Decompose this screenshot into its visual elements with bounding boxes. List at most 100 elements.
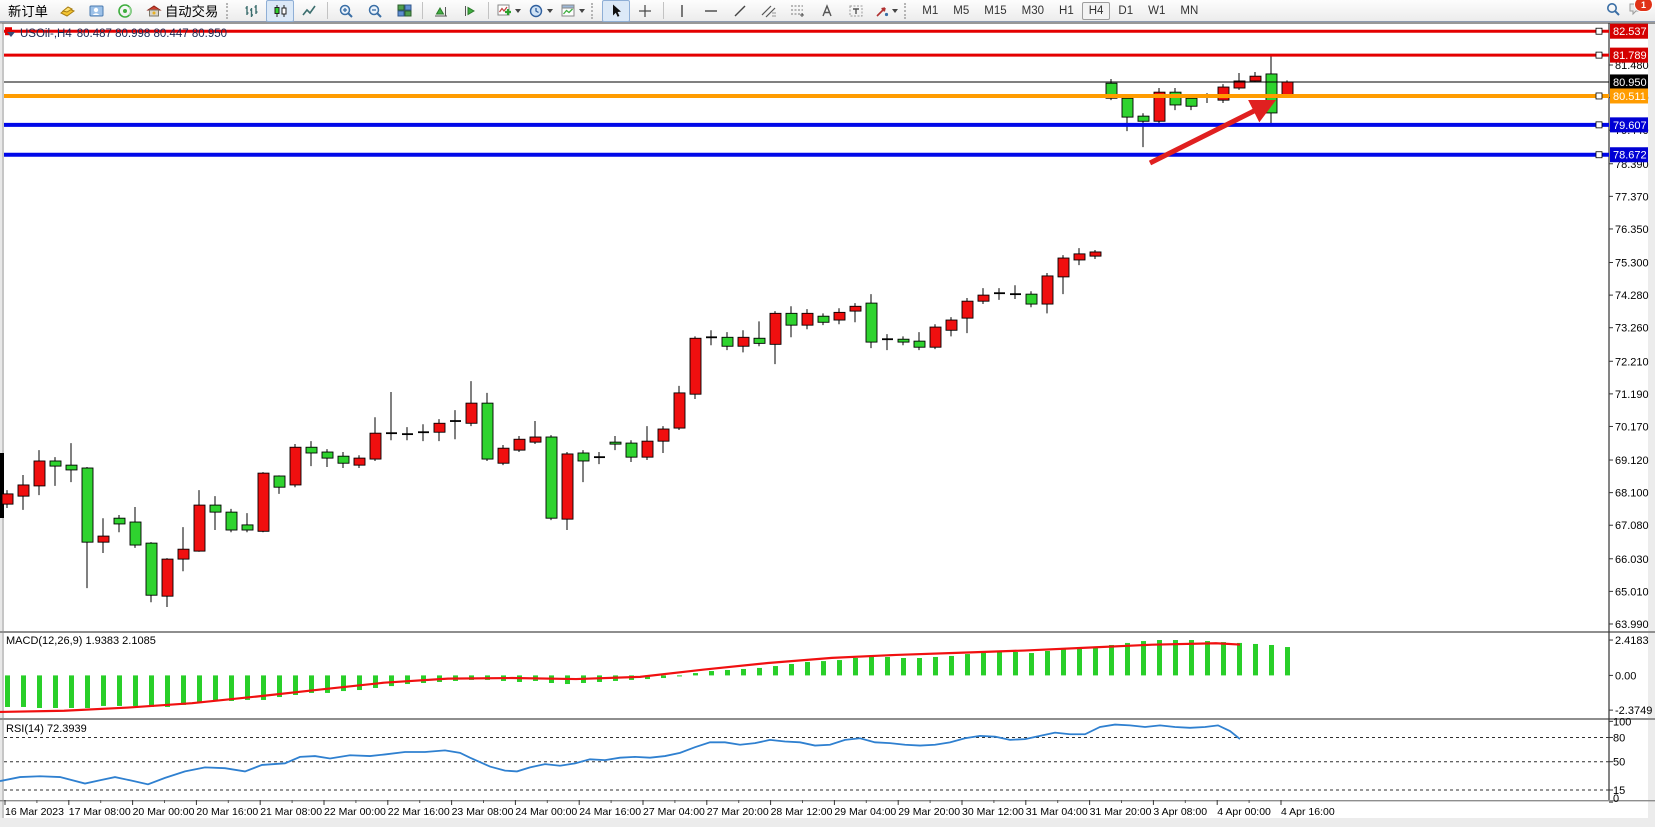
toolbar-separator (663, 2, 665, 19)
chart-symbol-period: USOil-,H4 (20, 28, 72, 40)
signal-icon[interactable] (112, 0, 140, 22)
line-chart-icon[interactable] (295, 0, 323, 22)
toolbar-separator (488, 2, 490, 19)
arrows-icon[interactable] (871, 0, 901, 22)
svg-text:31 Mar 04:00: 31 Mar 04:00 (1026, 806, 1088, 818)
timeframe-m15[interactable]: M15 (977, 2, 1013, 20)
svg-text:80: 80 (1613, 732, 1625, 744)
svg-text:4 Apr 16:00: 4 Apr 16:00 (1281, 806, 1335, 818)
toolbar: 新订单 自动交易 (0, 0, 1655, 22)
svg-text:29 Mar 20:00: 29 Mar 20:00 (898, 806, 960, 818)
svg-text:20 Mar 16:00: 20 Mar 16:00 (196, 806, 258, 818)
chart-ohlc-values: 80.487 80.998 80.447 80.950 (76, 28, 228, 40)
horizontal-line-icon[interactable] (697, 0, 725, 22)
svg-text:75.300: 75.300 (1615, 258, 1649, 270)
accounts-icon[interactable] (83, 0, 111, 22)
svg-text:72.210: 72.210 (1615, 356, 1649, 368)
svg-text:4 Apr 00:00: 4 Apr 00:00 (1217, 806, 1271, 818)
timeframe-m1[interactable]: M1 (915, 2, 945, 20)
zoom-out-icon[interactable] (361, 0, 389, 22)
dropdown-caret-icon (892, 8, 899, 13)
svg-text:70.170: 70.170 (1615, 421, 1649, 433)
svg-text:69.120: 69.120 (1615, 455, 1649, 467)
dropdown-caret-icon (579, 8, 586, 13)
svg-text:17 Mar 08:00: 17 Mar 08:00 (69, 806, 131, 818)
svg-text:16 Mar 2023: 16 Mar 2023 (5, 806, 64, 818)
timeframe-w1[interactable]: W1 (1141, 2, 1172, 20)
svg-text:15: 15 (1613, 785, 1625, 797)
svg-text:68.100: 68.100 (1615, 488, 1649, 500)
svg-text:29 Mar 04:00: 29 Mar 04:00 (834, 806, 896, 818)
svg-text:63.990: 63.990 (1615, 619, 1649, 631)
vertical-line-icon[interactable] (668, 0, 696, 22)
svg-text:0: 0 (1613, 793, 1619, 805)
timeframe-m5[interactable]: M5 (946, 2, 976, 20)
toolbar-grip (904, 2, 910, 19)
rsi-label: RSI(14) 72.3939 (6, 723, 87, 735)
auto-scroll-icon[interactable] (427, 0, 455, 22)
svg-text:50: 50 (1613, 757, 1625, 769)
macd-label: MACD(12,26,9) 1.9383 2.1085 (6, 635, 156, 647)
timeframe-d1[interactable]: D1 (1111, 2, 1140, 20)
svg-text:73.260: 73.260 (1615, 323, 1649, 335)
autotrade-button[interactable]: 自动交易 (141, 1, 223, 21)
svg-text:21 Mar 08:00: 21 Mar 08:00 (260, 806, 322, 818)
svg-text:81.789: 81.789 (1613, 50, 1647, 62)
candlestick-chart-icon[interactable] (266, 0, 295, 22)
search-icon[interactable] (1605, 1, 1622, 20)
svg-text:81.480: 81.480 (1615, 60, 1649, 72)
timeframe-m30[interactable]: M30 (1015, 2, 1051, 20)
dropdown-caret-icon (547, 8, 554, 13)
autotrade-label: 自动交易 (164, 4, 219, 19)
svg-text:27 Mar 04:00: 27 Mar 04:00 (643, 806, 705, 818)
svg-text:66.030: 66.030 (1615, 554, 1649, 566)
svg-text:82.537: 82.537 (1613, 26, 1647, 38)
zoom-in-icon[interactable] (332, 0, 360, 22)
svg-text:24 Mar 16:00: 24 Mar 16:00 (579, 806, 641, 818)
text-icon[interactable] (813, 0, 841, 22)
svg-text:65.010: 65.010 (1615, 586, 1649, 598)
svg-text:100: 100 (1613, 716, 1631, 728)
periods-icon[interactable] (525, 0, 556, 22)
text-label-icon[interactable] (842, 0, 870, 22)
svg-text:27 Mar 20:00: 27 Mar 20:00 (707, 806, 769, 818)
svg-text:2.4183: 2.4183 (1615, 635, 1649, 647)
bar-chart-icon[interactable] (237, 0, 265, 22)
svg-text:30 Mar 12:00: 30 Mar 12:00 (962, 806, 1024, 818)
chart-shift-icon[interactable] (456, 0, 484, 22)
trendline-icon[interactable] (726, 0, 754, 22)
toolbar-grip (591, 2, 597, 19)
toolbar-separator (327, 2, 329, 19)
svg-text:22 Mar 00:00: 22 Mar 00:00 (324, 806, 386, 818)
svg-text:31 Mar 20:00: 31 Mar 20:00 (1090, 806, 1152, 818)
crosshair-icon[interactable] (631, 0, 659, 22)
chart-collapse-icon[interactable] (7, 31, 15, 37)
chart-title: USOil-,H4 80.487 80.998 80.447 80.950 (7, 28, 227, 40)
price-chart-canvas[interactable]: 81.48080.46079.44078.39077.37076.35075.3… (0, 22, 1655, 827)
svg-text:28 Mar 12:00: 28 Mar 12:00 (771, 806, 833, 818)
tile-windows-icon[interactable] (390, 0, 418, 22)
svg-text:24 Mar 00:00: 24 Mar 00:00 (515, 806, 577, 818)
svg-text:78.672: 78.672 (1613, 150, 1647, 162)
timeframe-mn[interactable]: MN (1173, 2, 1205, 20)
svg-text:20 Mar 00:00: 20 Mar 00:00 (133, 806, 195, 818)
equidistant-channel-icon[interactable] (755, 0, 783, 22)
svg-text:0.00: 0.00 (1615, 670, 1636, 682)
notification-badge: 1 (1634, 0, 1653, 12)
svg-text:67.080: 67.080 (1615, 520, 1649, 532)
chart-window: 81.48080.46079.44078.39077.37076.35075.3… (0, 22, 1655, 827)
templates-icon[interactable] (557, 0, 588, 22)
svg-text:-2.3749: -2.3749 (1615, 705, 1652, 717)
new-order-button[interactable]: 新订单 (3, 1, 53, 21)
chat-icon[interactable]: 1 (1628, 0, 1653, 20)
svg-text:77.370: 77.370 (1615, 191, 1649, 203)
gold-icon[interactable] (54, 0, 82, 22)
dropdown-caret-icon (515, 8, 522, 13)
timeframe-h1[interactable]: H1 (1052, 2, 1081, 20)
svg-text:76.350: 76.350 (1615, 224, 1649, 236)
cursor-icon[interactable] (602, 0, 631, 22)
fibonacci-icon[interactable] (784, 0, 812, 22)
timeframe-h4[interactable]: H4 (1081, 1, 1111, 20)
indicators-icon[interactable] (493, 0, 524, 22)
svg-text:80.950: 80.950 (1613, 77, 1647, 89)
